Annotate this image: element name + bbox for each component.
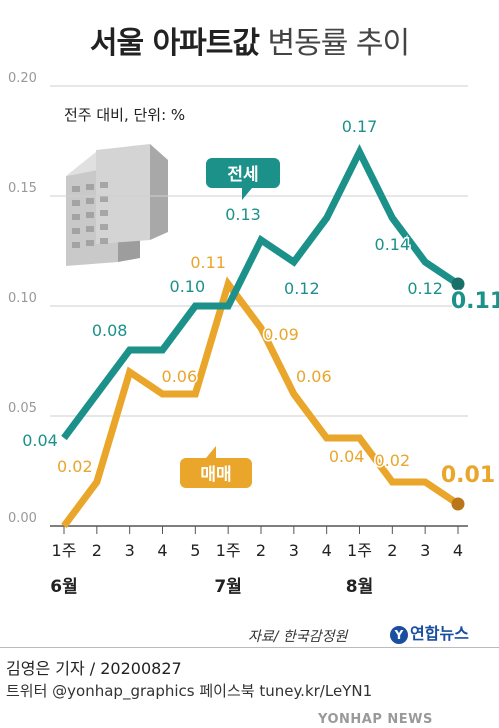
jeonse-data-label: 0.13: [225, 205, 261, 224]
maemae-data-label: 0.02: [57, 457, 93, 476]
maemae-data-label: 0.01: [441, 463, 495, 488]
x-tick-label: 2: [92, 541, 102, 560]
series-jeonse: 0.04 0.08 0.10 0.13 0.12 0.17 0.14 0.12 0.11: [21, 116, 499, 452]
jeonse-point: [451, 277, 465, 291]
maemae-data-label: 0.06: [296, 367, 332, 386]
maemae-callout-label: 매매: [200, 465, 231, 485]
x-tick-label: 5: [190, 541, 200, 560]
jeonse-data-label: 0.14: [375, 235, 411, 254]
x-axis: 1주 2 3 4 5 1주 2 3 4 1주 2 3 4 6월 7월 8월: [50, 525, 468, 597]
maemae-point: [451, 497, 465, 511]
chart-title: 서울 아파트값 변동률 추이: [0, 18, 499, 62]
jeonse-callout-label: 전세: [227, 165, 258, 185]
jeonse-data-label: 0.08: [92, 321, 128, 340]
month-label: 6월: [50, 577, 77, 597]
logo-text: 연합뉴스: [410, 624, 469, 643]
x-tick-label: 1주: [347, 541, 372, 560]
source-note: 자료/ 한국감정원: [248, 629, 348, 645]
jeonse-data-label: 0.17: [342, 117, 378, 136]
month-label: 8월: [346, 577, 373, 597]
maemae-data-label: 0.04: [329, 447, 365, 466]
footer-divider: [0, 647, 499, 648]
x-tick-label: 3: [289, 541, 299, 560]
credit-line: 김영은 기자 / 20200827: [6, 659, 182, 678]
y-tick-label: 0.00: [8, 511, 37, 526]
x-tick-label: 3: [420, 541, 430, 560]
y-tick-label: 0.15: [8, 181, 37, 196]
x-tick-label: 4: [453, 541, 463, 560]
maemae-data-label: 0.06: [162, 367, 198, 386]
y-axis-ticks: 0.00 0.05 0.10 0.15 0.20: [8, 71, 37, 526]
series-callouts: 전세 매매: [180, 158, 280, 488]
jeonse-data-label: 0.04: [22, 431, 58, 450]
maemae-data-label: 0.09: [263, 325, 299, 344]
y-tick-label: 0.10: [8, 291, 37, 306]
maemae-data-label: 0.02: [375, 451, 411, 470]
x-tick-label: 2: [256, 541, 266, 560]
month-label: 7월: [214, 577, 241, 597]
x-tick-label: 1주: [216, 541, 241, 560]
x-tick-label: 4: [322, 541, 332, 560]
yonhap-logo-icon: Y: [390, 625, 408, 644]
x-tick-label: 1주: [52, 541, 77, 560]
series-maemae: 0.02 0.06 0.11 0.09 0.06 0.04 0.02 0.01: [56, 252, 497, 529]
apartment-building-icon: [66, 144, 168, 266]
y-tick-label: 0.20: [8, 71, 37, 86]
maemae-data-label: 0.11: [190, 253, 226, 272]
jeonse-data-label: 0.11: [451, 289, 499, 314]
yonhap-logo: Y 연합뉴스: [390, 620, 469, 644]
jeonse-data-label: 0.12: [284, 279, 320, 298]
title-light: 변동률 추이: [267, 26, 411, 61]
unit-note: 전주 대비, 단위: %: [64, 106, 186, 124]
jeonse-callout-bubble: [206, 158, 280, 200]
x-tick-label: 2: [387, 541, 397, 560]
y-tick-label: 0.05: [8, 401, 37, 416]
x-tick-label: 3: [125, 541, 135, 560]
jeonse-data-label: 0.12: [407, 279, 443, 298]
watermark: YONHAP NEWS: [318, 712, 433, 727]
x-tick-label: 4: [157, 541, 167, 560]
maemae-callout-bubble: [180, 446, 252, 488]
title-bold: 서울 아파트값: [89, 26, 260, 61]
jeonse-data-label: 0.10: [170, 277, 206, 296]
sns-line: 트위터 @yonhap_graphics 페이스북 tuney.kr/LeYN1: [6, 682, 373, 700]
